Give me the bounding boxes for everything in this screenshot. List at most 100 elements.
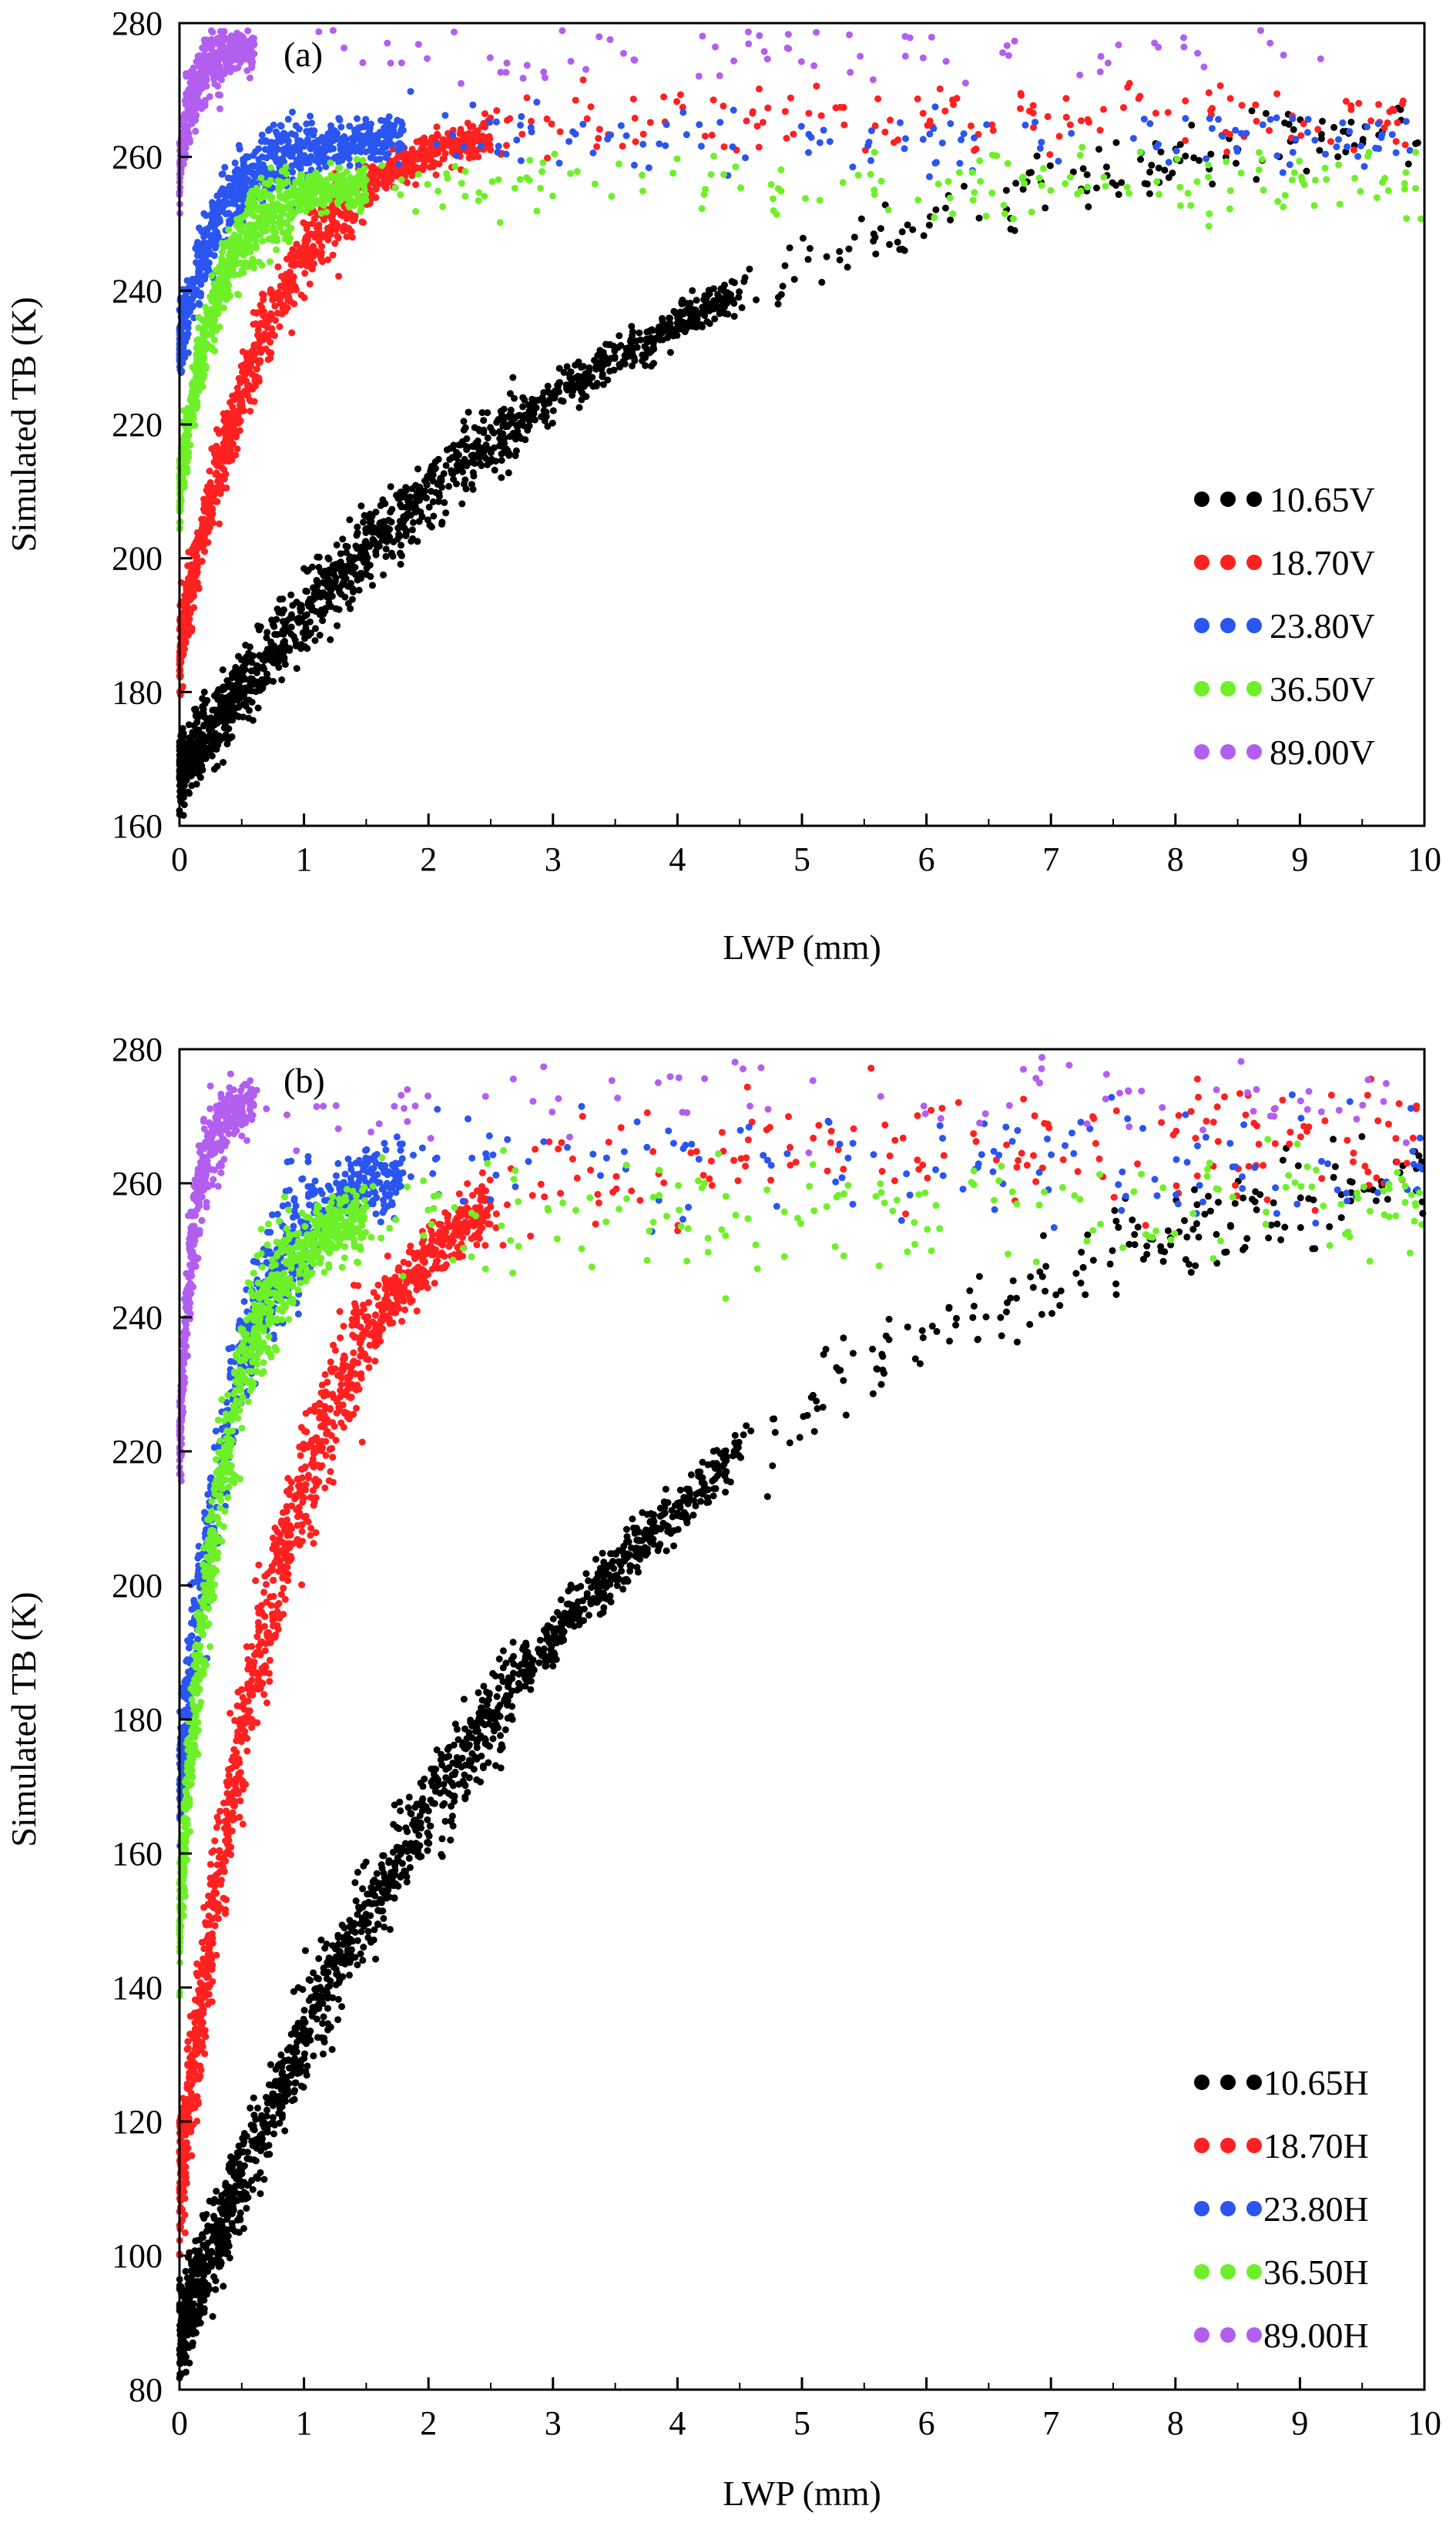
data-point (604, 376, 612, 384)
data-point (448, 467, 455, 475)
data-point (355, 586, 363, 594)
data-point (1266, 39, 1274, 47)
data-point (335, 606, 343, 613)
data-point (1066, 121, 1074, 129)
data-point (669, 169, 677, 177)
data-point (1093, 184, 1100, 192)
data-point (438, 518, 446, 526)
data-point (871, 191, 878, 198)
data-point (305, 173, 312, 180)
data-point (559, 27, 566, 35)
data-point (1076, 71, 1084, 79)
data-point (533, 99, 541, 106)
data-point (271, 213, 279, 220)
data-point (1319, 117, 1326, 125)
data-point (491, 466, 498, 474)
data-point (1262, 109, 1270, 117)
data-point (395, 524, 403, 532)
data-point (881, 128, 889, 136)
data-point (211, 347, 219, 355)
data-point (1273, 114, 1280, 122)
data-point (488, 178, 496, 186)
data-point (1079, 143, 1086, 151)
data-point (818, 278, 826, 286)
data-point (212, 455, 220, 461)
data-point (627, 344, 635, 352)
data-point (235, 652, 242, 660)
data-point (198, 558, 206, 565)
data-point (931, 213, 938, 221)
data-point (1028, 208, 1035, 216)
data-point (1378, 131, 1386, 138)
data-point (1367, 117, 1375, 125)
data-point (267, 164, 275, 172)
data-point (329, 223, 337, 230)
data-point (356, 167, 364, 175)
data-point (343, 194, 351, 202)
data-point (874, 95, 882, 102)
data-point (697, 143, 705, 150)
data-point (541, 417, 549, 424)
data-point (331, 240, 339, 247)
data-point (650, 360, 657, 367)
data-point (445, 482, 452, 490)
data-point (210, 291, 218, 299)
data-point (249, 351, 257, 358)
data-point (376, 519, 384, 527)
data-point (931, 103, 939, 111)
data-point (594, 351, 602, 359)
data-point (190, 394, 197, 401)
data-point (1156, 190, 1162, 198)
data-point (247, 200, 254, 207)
data-point (512, 452, 519, 459)
data-point (746, 265, 753, 273)
data-point (235, 270, 243, 278)
data-point (484, 434, 491, 441)
data-point (455, 451, 462, 458)
data-point (505, 421, 512, 429)
data-point (629, 96, 637, 103)
data-point (759, 119, 767, 126)
data-point (226, 424, 233, 432)
data-point (193, 780, 200, 788)
data-point (334, 233, 341, 240)
data-point (259, 237, 267, 245)
data-point (1153, 178, 1161, 186)
data-point (1260, 186, 1267, 194)
data-point (185, 721, 193, 729)
data-point (453, 152, 461, 159)
data-point (1155, 141, 1162, 148)
data-point (555, 379, 563, 387)
data-point (366, 124, 374, 132)
data-point (317, 606, 325, 614)
data-point (405, 151, 413, 159)
data-point (267, 176, 274, 184)
data-point (760, 48, 768, 55)
data-point (202, 304, 210, 311)
data-point (919, 109, 927, 117)
data-point (569, 384, 577, 391)
data-point (1169, 169, 1176, 177)
data-point (1152, 109, 1159, 117)
data-point (544, 382, 552, 390)
data-point (381, 183, 389, 191)
data-point (405, 163, 413, 170)
data-point (258, 335, 265, 343)
data-point (386, 525, 394, 533)
data-point (200, 74, 207, 82)
data-point (683, 131, 690, 139)
data-point (832, 104, 840, 112)
data-point (211, 80, 219, 88)
data-point (689, 287, 696, 294)
data-point (872, 250, 880, 258)
data-point (341, 44, 348, 52)
data-point (196, 773, 204, 781)
data-point (595, 33, 603, 41)
data-point (779, 283, 787, 290)
data-point (578, 384, 585, 391)
data-point (1384, 119, 1391, 126)
data-point (221, 163, 229, 171)
data-point (271, 302, 279, 310)
data-point (305, 203, 313, 210)
data-point (716, 72, 723, 79)
